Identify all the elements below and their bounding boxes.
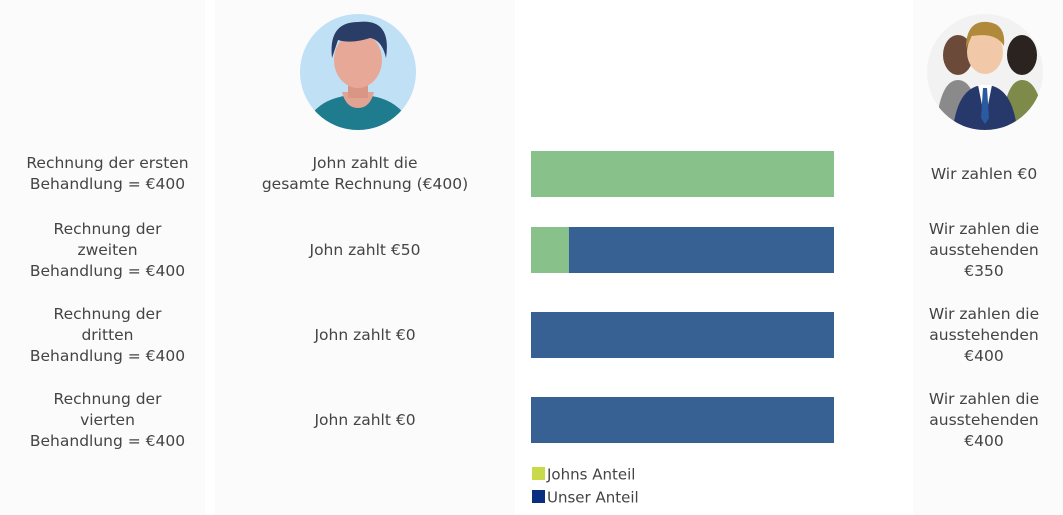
text-line: Wir zahlen die bbox=[929, 304, 1039, 325]
us-text: Wir zahlen €0 bbox=[905, 134, 1063, 214]
text-line: gesamte Rechnung (€400) bbox=[262, 174, 468, 195]
bar-segment bbox=[531, 312, 834, 358]
legend-label: Johns Anteil bbox=[546, 466, 635, 484]
text-line: Wir zahlen die bbox=[929, 389, 1039, 410]
text-line: €400 bbox=[964, 346, 1003, 367]
text-line: Behandlung = €400 bbox=[30, 261, 185, 282]
john-avatar bbox=[300, 14, 416, 140]
text-line: €400 bbox=[964, 431, 1003, 452]
text-line: Rechnung der bbox=[54, 389, 162, 410]
text-line: €350 bbox=[964, 261, 1003, 282]
text-line: dritten bbox=[81, 325, 133, 346]
text-line: John zahlt die bbox=[312, 153, 417, 174]
text-line: Rechnung der bbox=[54, 304, 162, 325]
john-text: John zahlt €0 bbox=[215, 295, 515, 375]
legend-swatch bbox=[532, 467, 545, 480]
text-line: John zahlt €0 bbox=[314, 410, 415, 431]
text-line: Wir zahlen €0 bbox=[931, 164, 1037, 185]
group-avatar bbox=[927, 14, 1046, 140]
text-line: zweiten bbox=[77, 240, 137, 261]
john-text: John zahlt €0 bbox=[215, 380, 515, 460]
text-line: John zahlt €0 bbox=[314, 325, 415, 346]
bar-segment bbox=[531, 227, 569, 273]
infographic: Johns Anteil Unser Anteil Rechnung der er… bbox=[0, 0, 1063, 515]
text-line: Rechnung der ersten bbox=[26, 153, 188, 174]
text-line: Behandlung = €400 bbox=[30, 346, 185, 367]
bar-segment bbox=[531, 151, 834, 197]
text-line: ausstehenden bbox=[929, 325, 1038, 346]
text-line: vierten bbox=[80, 410, 135, 431]
john-text: John zahlt €50 bbox=[215, 210, 515, 290]
text-line: Rechnung der bbox=[54, 219, 162, 240]
bar-segment bbox=[531, 397, 834, 443]
legend-swatch bbox=[532, 490, 545, 503]
text-line: Behandlung = €400 bbox=[30, 174, 185, 195]
legend-label: Unser Anteil bbox=[547, 489, 639, 507]
text-line: ausstehenden bbox=[929, 410, 1038, 431]
text-line: Behandlung = €400 bbox=[30, 431, 185, 452]
text-line: ausstehenden bbox=[929, 240, 1038, 261]
bar-segment bbox=[569, 227, 834, 273]
text-line: Wir zahlen die bbox=[929, 219, 1039, 240]
text-line: John zahlt €50 bbox=[310, 240, 421, 261]
